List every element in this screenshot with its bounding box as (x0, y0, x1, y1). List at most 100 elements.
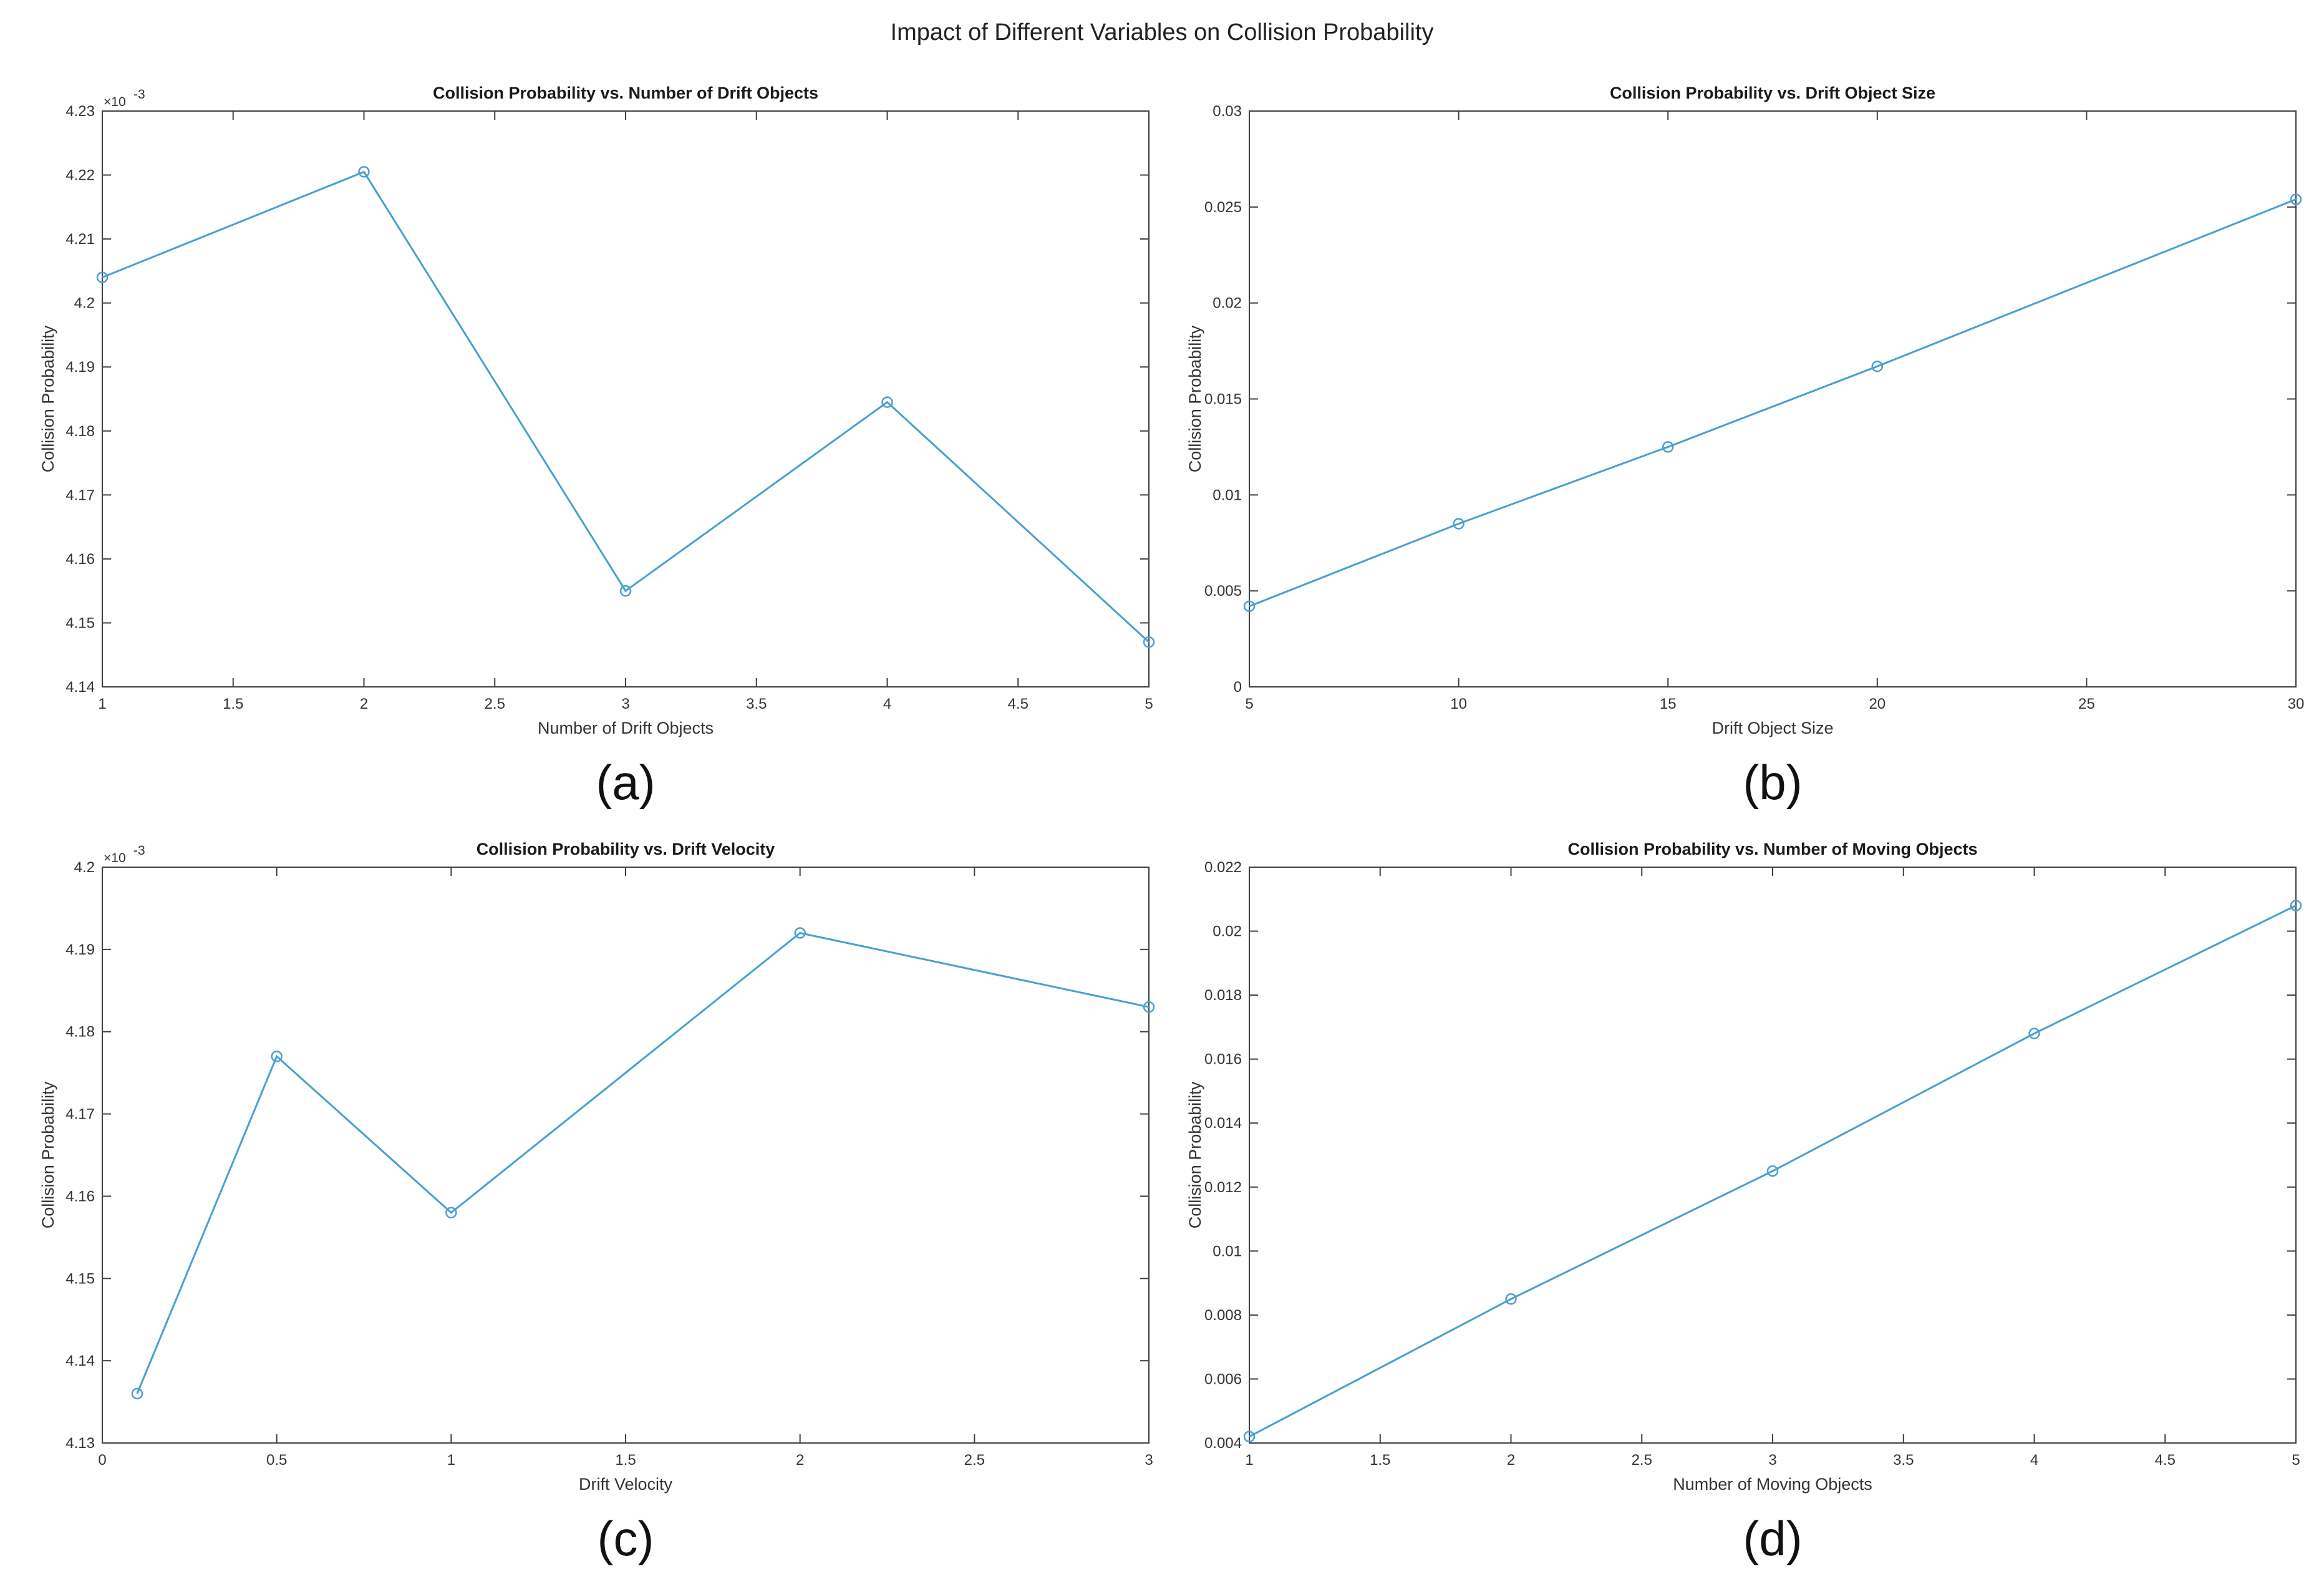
x-tick-label: 4.5 (2155, 1452, 2176, 1469)
x-tick-label: 2.5 (485, 696, 505, 712)
y-tick-label: 0.025 (1204, 199, 1242, 216)
y-tick-label: 4.17 (65, 1106, 95, 1123)
data-point (2290, 193, 2302, 205)
y-tick-label: 4.13 (65, 1435, 95, 1452)
panel-label: (b) (1743, 755, 1802, 810)
x-tick-label: 3 (1145, 1452, 1153, 1469)
y-tick-label: 0.02 (1213, 923, 1242, 940)
y-tick-label: 0.03 (1213, 103, 1242, 120)
y-exponent-power: -3 (133, 87, 145, 102)
x-tick-label: 1.5 (223, 696, 243, 712)
data-point (1453, 518, 1465, 530)
data-point (2290, 900, 2302, 911)
y-tick-label: 0.01 (1213, 1243, 1242, 1260)
series-line (136, 931, 1150, 1394)
data-point (1871, 360, 1884, 372)
series-line (1249, 198, 2297, 608)
data-point (358, 166, 370, 178)
series-line (1249, 905, 2297, 1438)
chart-panel-b: Collision Probability vs. Drift Object S… (1186, 84, 2304, 810)
y-tick-label: 0.015 (1204, 391, 1242, 408)
x-tick-label: 2.5 (1632, 1452, 1652, 1469)
y-tick-label: 0.016 (1204, 1051, 1242, 1068)
chart-title: Collision Probability vs. Number of Movi… (1567, 840, 1977, 858)
data-point (445, 1207, 457, 1219)
y-tick-label: 0.012 (1204, 1179, 1242, 1196)
plot-area (1249, 867, 2297, 1444)
plot-area (102, 867, 1150, 1444)
y-tick-label: 4.14 (65, 1353, 95, 1369)
x-tick-label: 1 (98, 696, 106, 712)
data-point (131, 1387, 143, 1400)
y-axis-label: Collision Probability (39, 1081, 57, 1228)
x-tick-label: 3.5 (1893, 1452, 1914, 1469)
x-tick-label: 1 (447, 1452, 455, 1469)
data-point (881, 396, 893, 408)
x-tick-label: 5 (2292, 1452, 2300, 1469)
y-tick-label: 0.014 (1204, 1115, 1242, 1132)
chart-title: Collision Probability vs. Drift Object S… (1610, 84, 1935, 102)
data-point (1662, 441, 1674, 453)
data-point (794, 927, 806, 939)
y-exponent-power: -3 (133, 843, 145, 858)
data-point (619, 585, 632, 597)
y-tick-label: 4.19 (65, 941, 95, 958)
data-point (1143, 1001, 1155, 1013)
x-tick-label: 3 (1768, 1452, 1776, 1469)
y-exponent-label: ×10 (104, 95, 126, 109)
y-exponent-label: ×10 (104, 851, 126, 865)
panels-group: Collision Probability vs. Number of Drif… (39, 84, 2304, 1566)
y-tick-label: 0.004 (1204, 1435, 1242, 1452)
plot-area (1249, 110, 2297, 687)
x-tick-label: 2 (360, 696, 368, 712)
chart-panel-c: Collision Probability vs. Drift Velocity… (39, 840, 1155, 1566)
x-tick-label: 10 (1450, 696, 1467, 712)
y-tick-label: 4.2 (74, 295, 95, 312)
y-tick-label: 4.18 (65, 1024, 95, 1041)
y-axis-label: Collision Probability (1186, 325, 1204, 472)
y-tick-label: 0.005 (1204, 583, 1242, 600)
y-tick-label: 0.01 (1213, 487, 1242, 503)
panel-label: (a) (596, 755, 655, 810)
y-tick-label: 4.15 (65, 615, 95, 631)
x-axis-label: Number of Drift Objects (538, 719, 714, 737)
data-point (1243, 600, 1256, 613)
x-tick-label: 5 (1245, 696, 1253, 712)
y-tick-label: 4.23 (65, 103, 95, 120)
x-tick-label: 4.5 (1008, 696, 1029, 712)
x-axis-label: Drift Velocity (579, 1475, 673, 1494)
x-tick-label: 2.5 (964, 1452, 985, 1469)
y-tick-label: 4.22 (65, 167, 95, 184)
x-tick-label: 25 (2078, 696, 2095, 712)
x-tick-label: 2 (796, 1452, 804, 1469)
panel-label: (d) (1743, 1511, 1802, 1566)
y-tick-label: 4.2 (74, 859, 95, 876)
y-tick-label: 0 (1234, 679, 1242, 696)
x-axis-label: Number of Moving Objects (1673, 1475, 1872, 1494)
x-tick-label: 3 (621, 696, 629, 712)
data-point (1766, 1165, 1779, 1177)
x-tick-label: 4 (883, 696, 891, 712)
y-tick-label: 4.14 (65, 679, 95, 696)
y-axis-label: Collision Probability (1186, 1081, 1204, 1228)
y-tick-label: 4.16 (65, 1188, 95, 1205)
x-tick-label: 0.5 (266, 1452, 287, 1469)
x-tick-label: 20 (1869, 696, 1886, 712)
data-point (96, 271, 109, 283)
y-tick-label: 0.02 (1213, 295, 1242, 312)
x-tick-label: 5 (1145, 696, 1153, 712)
plot-area (102, 110, 1150, 687)
x-tick-label: 2 (1507, 1452, 1515, 1469)
y-tick-label: 4.19 (65, 359, 95, 376)
y-tick-label: 4.18 (65, 423, 95, 440)
chart-panel-d: Collision Probability vs. Number of Movi… (1186, 840, 2302, 1566)
panel-label: (c) (598, 1511, 654, 1566)
y-tick-label: 4.21 (65, 231, 95, 248)
y-tick-label: 4.17 (65, 487, 95, 503)
x-tick-label: 1 (1245, 1452, 1253, 1469)
x-tick-label: 3.5 (746, 696, 767, 712)
data-point (271, 1051, 283, 1062)
data-point (1143, 636, 1155, 648)
figure-title: Impact of Different Variables on Collisi… (891, 19, 1434, 46)
